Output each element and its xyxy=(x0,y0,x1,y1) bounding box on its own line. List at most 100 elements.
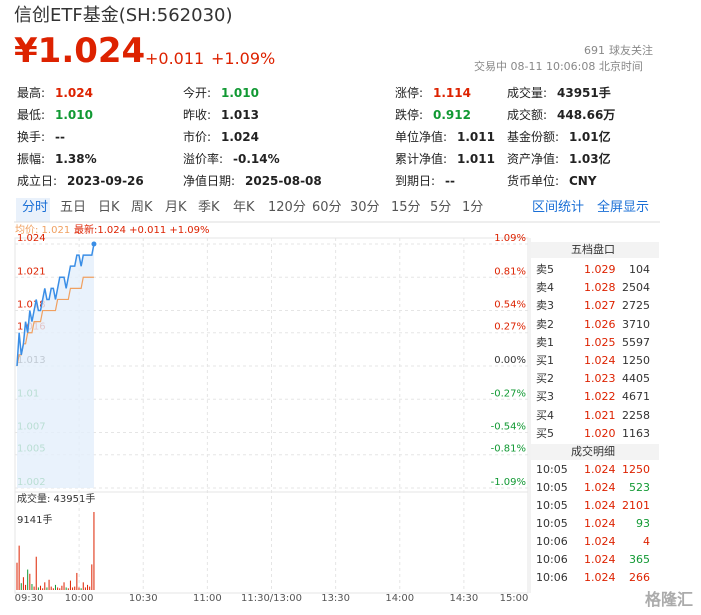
book-side: 买3 xyxy=(536,390,554,404)
trade-qty: 2101 xyxy=(622,499,650,512)
tab[interactable]: 120分 xyxy=(268,200,306,215)
stat-value: 1.024 xyxy=(221,130,259,144)
stat-value: 1.38% xyxy=(55,152,97,166)
volume-bar xyxy=(20,583,22,590)
stat-label: 最低: xyxy=(17,108,46,122)
stat-value: 2023-09-26 xyxy=(67,174,144,188)
stat-value: 43951手 xyxy=(557,86,611,100)
tab[interactable]: 30分 xyxy=(350,200,380,215)
volume-bar xyxy=(33,586,35,590)
volume-bar xyxy=(31,584,33,590)
tab[interactable]: 周K xyxy=(131,200,153,215)
stat-value: 1.011 xyxy=(457,152,495,166)
volume-bar xyxy=(57,587,59,590)
volume-bar xyxy=(37,587,39,590)
stat-label: 成交量: xyxy=(507,86,548,100)
stat-label: 基金份额: xyxy=(507,130,560,144)
volume-bar xyxy=(91,564,93,590)
tab[interactable]: 季K xyxy=(198,200,220,215)
volume-bar xyxy=(80,588,82,590)
latest-dot xyxy=(91,241,97,247)
pct-tick-label: -1.09% xyxy=(491,477,526,488)
book-price: 1.021 xyxy=(584,408,616,422)
volume-bar xyxy=(48,579,50,590)
trades-title: 成交明细 xyxy=(571,445,615,458)
book-qty: 2504 xyxy=(622,281,650,295)
book-qty: 5597 xyxy=(622,335,650,349)
trade-qty: 93 xyxy=(636,517,650,530)
pct-tick-label: 0.00% xyxy=(494,355,526,366)
stat-label: 累计净值: xyxy=(395,152,448,166)
volume-bar xyxy=(65,587,67,590)
x-tick-label: 11:30/13:00 xyxy=(241,593,302,604)
stat-value: 1.010 xyxy=(221,86,259,100)
book-side: 买4 xyxy=(536,408,554,422)
volume-max-label: 9141手 xyxy=(17,513,52,526)
stat-value: -- xyxy=(55,130,65,144)
tool[interactable]: 区间统计 xyxy=(532,200,585,215)
trade-time: 10:06 xyxy=(536,571,568,584)
book-price: 1.029 xyxy=(584,263,616,276)
volume-bar xyxy=(93,512,95,590)
stat-value: -0.14% xyxy=(233,152,280,166)
pct-tick-label: 0.54% xyxy=(494,300,526,311)
x-tick-label: 10:30 xyxy=(129,593,158,604)
stat-value: CNY xyxy=(569,174,597,188)
tab[interactable]: 分时 xyxy=(22,200,49,215)
volume-bar xyxy=(22,577,24,590)
volume-title: 成交量: 43951手 xyxy=(17,492,95,505)
trade-time: 10:06 xyxy=(536,553,568,566)
price-area xyxy=(17,244,94,488)
book-price: 1.027 xyxy=(584,299,616,313)
trade-qty: 523 xyxy=(629,481,650,494)
volume-bar xyxy=(29,573,31,590)
trade-time: 10:06 xyxy=(536,535,568,548)
trade-time: 10:05 xyxy=(536,499,568,512)
tab[interactable]: 60分 xyxy=(312,200,342,215)
tab[interactable]: 日K xyxy=(98,200,120,215)
tab[interactable]: 五日 xyxy=(60,200,87,215)
tab[interactable]: 月K xyxy=(165,200,187,215)
trade-qty: 365 xyxy=(629,553,650,566)
book-side: 买1 xyxy=(536,354,554,367)
tab[interactable]: 15分 xyxy=(391,200,421,215)
tab[interactable]: 5分 xyxy=(430,200,452,215)
volume-bar xyxy=(82,582,84,590)
pct-tick-label: 1.09% xyxy=(494,233,526,244)
series-line xyxy=(16,243,95,367)
volume-bar xyxy=(27,569,29,590)
volume-bar xyxy=(59,588,61,590)
volume-bar xyxy=(63,582,65,590)
stat-value: 1.114 xyxy=(433,86,471,100)
book-side: 卖5 xyxy=(536,263,554,276)
book-side: 卖2 xyxy=(536,317,554,331)
title: 信创ETF基金(SH:562030) xyxy=(14,5,233,26)
trade-price: 1.024 xyxy=(584,481,616,494)
stat-label: 昨收: xyxy=(183,108,212,122)
change: +0.011 xyxy=(145,49,205,68)
volume-bar xyxy=(61,585,63,590)
x-tick-label: 11:00 xyxy=(193,593,222,604)
x-tick-label: 14:30 xyxy=(449,593,478,604)
stat-label: 振幅: xyxy=(17,152,46,166)
pct-tick-label: 0.27% xyxy=(494,322,526,333)
trade-price: 1.024 xyxy=(584,553,616,566)
stat-label: 今开: xyxy=(183,86,212,100)
trade-price: 1.024 xyxy=(584,535,616,548)
tab[interactable]: 年K xyxy=(233,200,255,215)
tab[interactable]: 1分 xyxy=(462,200,484,215)
status: 交易中 08-11 10:06:08 北京时间 xyxy=(474,60,643,73)
stat-value: 1.013 xyxy=(221,108,259,122)
tab-active xyxy=(16,198,50,222)
trade-qty: 1250 xyxy=(622,463,650,476)
book-qty: 2258 xyxy=(622,408,650,422)
tool[interactable]: 全屏显示 xyxy=(597,200,650,215)
trade-time: 10:05 xyxy=(536,463,568,476)
x-tick-label: 13:30 xyxy=(321,593,350,604)
book-title: 五档盘口 xyxy=(571,243,615,256)
book-side: 买2 xyxy=(536,372,554,386)
followers: 691 xyxy=(584,44,605,57)
pct-tick-label: 0.81% xyxy=(494,266,526,277)
